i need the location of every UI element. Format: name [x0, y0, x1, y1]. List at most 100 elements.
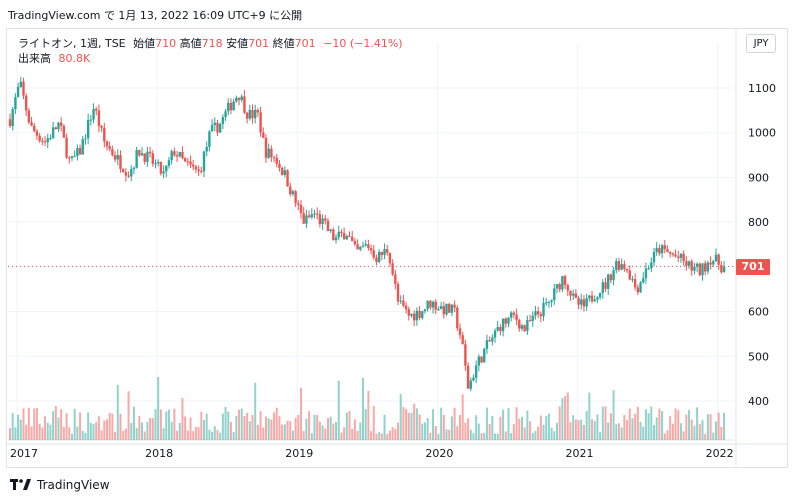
candle-body — [332, 229, 335, 241]
volume-bar — [256, 424, 259, 440]
candle-body — [606, 274, 610, 289]
legend-open-label: 始値 — [133, 37, 156, 50]
candle-body — [671, 253, 675, 255]
volume-bar — [585, 411, 588, 440]
candle-body — [555, 284, 559, 289]
candle-body — [307, 215, 311, 218]
legend-open-value: 710 — [155, 37, 177, 50]
volume-bar — [337, 380, 340, 440]
footer-brand[interactable]: TradingView — [10, 478, 110, 492]
candle-body — [539, 314, 543, 317]
volume-bar — [370, 431, 373, 440]
volume-bar — [300, 387, 303, 440]
volume-bar — [467, 418, 470, 440]
volume-bar — [402, 407, 405, 440]
candle-body — [334, 237, 338, 241]
volume-bar — [22, 408, 25, 440]
x-tick-label: 2017 — [10, 447, 38, 460]
y-tick-label: 800 — [748, 216, 769, 229]
candle-body — [461, 335, 464, 345]
tradingview-logo-icon — [10, 479, 31, 490]
candle-body — [46, 138, 49, 143]
legend-close-value: 701 — [294, 37, 316, 50]
candle-body — [518, 320, 521, 329]
candle-body — [194, 166, 198, 170]
candle-body — [588, 295, 591, 299]
volume-bar — [434, 426, 437, 440]
chart-panel[interactable] — [6, 28, 788, 468]
volume-bar — [38, 423, 41, 440]
candle-body — [720, 264, 723, 273]
volume-bar — [189, 417, 192, 440]
volume-bar — [658, 408, 661, 440]
candle-body — [270, 148, 273, 158]
volume-bar — [518, 418, 521, 440]
volume-bar — [580, 419, 583, 440]
volume-bar — [87, 412, 90, 440]
volume-bar — [46, 422, 49, 440]
volume-bar — [577, 420, 580, 440]
candle-body — [399, 300, 402, 302]
volume-bar — [529, 421, 532, 440]
candle-body — [633, 279, 637, 288]
candle-body — [501, 318, 505, 332]
candle-body — [121, 169, 125, 173]
candle-body — [170, 151, 173, 161]
candle-body — [146, 151, 149, 162]
candle-body — [620, 264, 623, 270]
volume-bar — [569, 422, 572, 440]
candle-body — [679, 253, 683, 258]
candle-body — [38, 135, 41, 141]
volume-bar — [197, 427, 200, 440]
volume-bar — [399, 393, 402, 440]
legend-close-label: 終値 — [272, 37, 295, 50]
candle-body — [674, 254, 677, 257]
candle-body — [650, 262, 653, 269]
volume-bar — [440, 407, 443, 440]
candle-body — [143, 153, 146, 162]
volume-bar — [383, 414, 386, 440]
candle-body — [580, 299, 583, 305]
volume-bar — [186, 430, 189, 440]
candle-body — [469, 380, 472, 389]
volume-bar — [127, 391, 130, 440]
candle-body — [445, 303, 448, 315]
volume-bar — [116, 384, 119, 440]
candle-body — [369, 248, 373, 251]
candle-body — [289, 186, 292, 195]
volume-bar — [418, 414, 421, 440]
candle-body — [601, 282, 605, 293]
currency-button[interactable]: JPY — [746, 34, 776, 53]
candle-body — [291, 191, 295, 195]
candle-body — [138, 150, 141, 156]
candle-body — [453, 304, 456, 308]
volume-bar — [720, 426, 723, 440]
volume-bar — [491, 416, 494, 440]
volume-bar — [450, 416, 453, 440]
volume-bar — [286, 420, 289, 440]
volume-bar — [545, 416, 548, 440]
candle-body — [569, 290, 572, 296]
candle-body — [439, 306, 443, 310]
candle-body — [528, 320, 532, 322]
volume-bar — [647, 413, 650, 440]
volume-bar — [332, 423, 335, 440]
candle-body — [383, 249, 386, 255]
candle-body — [712, 261, 715, 265]
volume-bar — [504, 431, 507, 440]
candle-body — [386, 249, 389, 253]
candle-body — [84, 138, 87, 140]
candle-body — [59, 122, 63, 126]
volume-bar — [542, 424, 545, 440]
volume-bar — [138, 415, 141, 440]
candle-body — [189, 161, 192, 165]
volume-bar — [709, 414, 712, 440]
candle-body — [677, 256, 680, 258]
x-tick-label: 2020 — [425, 447, 453, 460]
volume-bar — [655, 417, 658, 440]
candle-body — [92, 108, 95, 120]
candle-body — [342, 232, 346, 240]
candle-body — [132, 167, 136, 170]
volume-bar — [264, 416, 267, 440]
